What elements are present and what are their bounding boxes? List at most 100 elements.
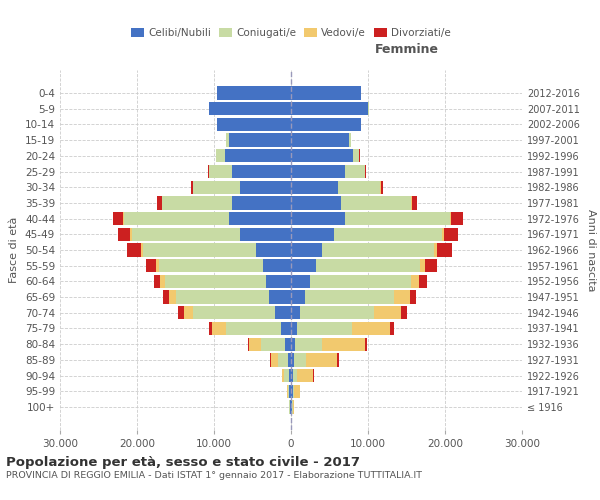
Bar <box>248 338 250 351</box>
Bar <box>451 212 463 226</box>
Bar <box>240 228 291 241</box>
Bar <box>294 353 306 366</box>
Bar <box>229 212 291 226</box>
Bar <box>291 274 310 288</box>
Bar <box>154 274 160 288</box>
Bar <box>292 400 293 413</box>
Bar <box>256 244 291 256</box>
Bar <box>209 165 232 178</box>
Bar <box>270 353 271 366</box>
Bar <box>275 306 291 320</box>
Bar <box>291 338 295 351</box>
Bar <box>289 369 291 382</box>
Bar <box>176 290 269 304</box>
Bar <box>240 180 291 194</box>
Bar <box>217 86 291 100</box>
Bar <box>291 259 316 272</box>
Bar <box>141 244 143 256</box>
Bar <box>212 322 226 335</box>
Bar <box>291 86 361 100</box>
Bar <box>165 274 266 288</box>
Bar <box>193 180 240 194</box>
Bar <box>291 134 349 147</box>
Bar <box>293 384 294 398</box>
Bar <box>225 149 291 162</box>
Bar <box>322 338 365 351</box>
Bar <box>412 196 418 209</box>
Bar <box>322 244 434 256</box>
Bar <box>290 400 291 413</box>
Bar <box>425 259 437 272</box>
Bar <box>124 212 229 226</box>
Bar <box>313 369 314 382</box>
Bar <box>352 322 391 335</box>
Bar <box>127 244 141 256</box>
Bar <box>316 259 420 272</box>
Text: PROVINCIA DI REGGIO EMILIA - Dati ISTAT 1° gennaio 2017 - Elaborazione TUTTITALI: PROVINCIA DI REGGIO EMILIA - Dati ISTAT … <box>6 471 422 480</box>
Bar <box>287 353 291 366</box>
Bar <box>209 102 291 116</box>
Bar <box>118 228 130 241</box>
Bar <box>293 400 294 413</box>
Bar <box>345 165 365 178</box>
Bar <box>437 244 452 256</box>
Bar <box>163 290 169 304</box>
Bar <box>160 274 165 288</box>
Bar <box>310 274 411 288</box>
Bar <box>295 338 322 351</box>
Bar <box>411 196 412 209</box>
Bar <box>282 369 284 382</box>
Bar <box>291 353 294 366</box>
Bar <box>345 212 449 226</box>
Bar <box>250 338 262 351</box>
Bar <box>193 306 275 320</box>
Bar <box>209 322 212 335</box>
Bar <box>391 322 394 335</box>
Bar <box>442 228 443 241</box>
Bar <box>334 228 442 241</box>
Bar <box>287 384 288 398</box>
Text: Popolazione per età, sesso e stato civile - 2017: Popolazione per età, sesso e stato civil… <box>6 456 360 469</box>
Bar <box>411 274 419 288</box>
Bar <box>113 212 123 226</box>
Bar <box>420 259 425 272</box>
Bar <box>410 290 416 304</box>
Bar <box>208 165 209 178</box>
Bar <box>298 369 313 382</box>
Bar <box>291 369 293 382</box>
Bar <box>394 290 410 304</box>
Bar <box>365 165 366 178</box>
Bar <box>291 400 292 413</box>
Bar <box>284 369 289 382</box>
Bar <box>349 134 351 147</box>
Bar <box>291 244 322 256</box>
Bar <box>301 306 374 320</box>
Bar <box>269 290 291 304</box>
Bar <box>123 212 124 226</box>
Bar <box>184 306 193 320</box>
Bar <box>289 384 291 398</box>
Bar <box>380 180 383 194</box>
Bar <box>374 306 401 320</box>
Bar <box>291 180 338 194</box>
Bar <box>229 134 291 147</box>
Bar <box>146 259 156 272</box>
Bar <box>157 196 162 209</box>
Bar <box>365 338 367 351</box>
Bar <box>178 306 184 320</box>
Bar <box>341 196 411 209</box>
Bar <box>353 149 359 162</box>
Bar <box>291 102 368 116</box>
Bar <box>271 353 278 366</box>
Bar <box>337 353 339 366</box>
Bar <box>419 274 427 288</box>
Bar <box>291 290 305 304</box>
Bar <box>232 196 291 209</box>
Bar <box>131 228 240 241</box>
Bar <box>434 244 437 256</box>
Bar <box>262 338 285 351</box>
Bar <box>263 259 291 272</box>
Y-axis label: Fasce di età: Fasce di età <box>10 217 19 283</box>
Bar <box>293 369 298 382</box>
Bar <box>232 165 291 178</box>
